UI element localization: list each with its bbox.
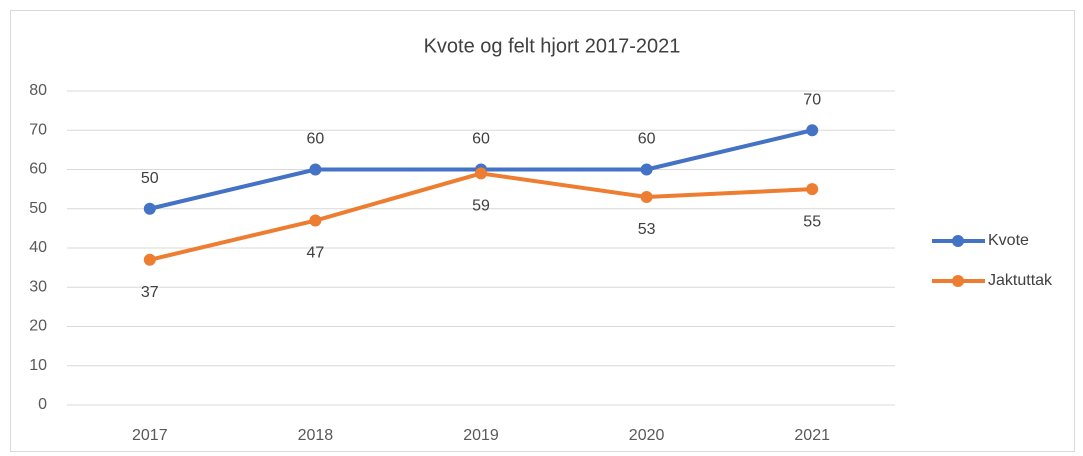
x-tick-label: 2018 [298,427,334,444]
y-tick-label: 70 [29,121,47,138]
data-label: 47 [307,245,325,262]
data-point [309,214,322,227]
y-tick-label: 10 [29,357,47,374]
legend-label: Jaktuttak [988,272,1053,289]
legend-label: Kvote [988,232,1029,249]
data-point [640,163,653,176]
data-point [806,124,819,137]
y-tick-label: 0 [38,396,47,413]
x-tick-label: 2017 [132,427,168,444]
data-label: 50 [141,170,159,187]
data-label: 60 [638,131,656,148]
data-point [640,190,653,203]
legend-marker [952,235,964,247]
x-tick-label: 2021 [794,427,830,444]
data-label: 59 [472,198,490,215]
data-label: 53 [638,221,656,238]
data-label: 37 [141,284,159,301]
y-tick-label: 40 [29,239,47,256]
data-point [309,163,322,176]
y-tick-label: 20 [29,318,47,335]
x-tick-label: 2020 [629,427,665,444]
chart-border [10,10,1075,452]
data-label: 60 [472,131,490,148]
data-label: 60 [307,131,325,148]
legend-marker [952,275,964,287]
x-tick-label: 2019 [463,427,499,444]
data-point [143,202,156,215]
data-label: 55 [803,213,821,230]
data-label: 70 [803,91,821,108]
chart-title: Kvote og felt hjort 2017-2021 [424,35,681,57]
data-point [806,183,819,196]
y-tick-label: 30 [29,278,47,295]
y-tick-label: 80 [29,82,47,99]
y-tick-label: 50 [29,200,47,217]
data-point [475,167,487,180]
data-point [143,253,156,266]
y-tick-label: 60 [29,161,47,178]
